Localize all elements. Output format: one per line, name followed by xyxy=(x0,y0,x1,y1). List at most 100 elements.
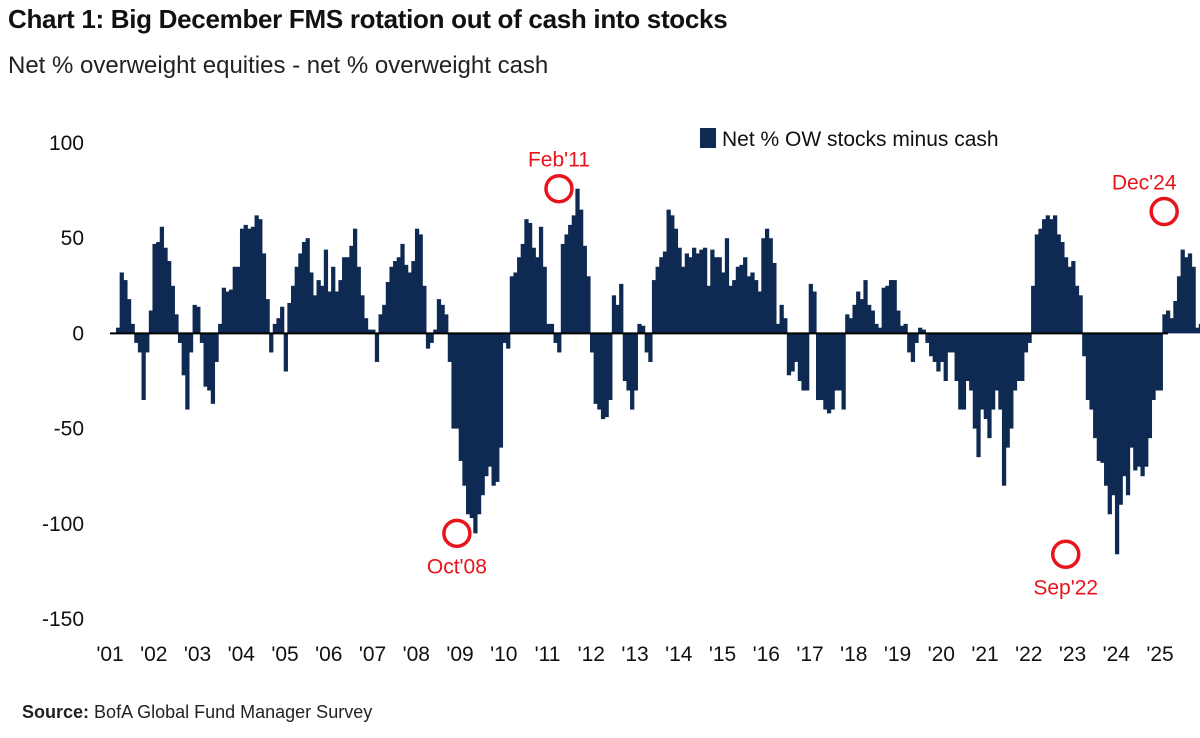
bar xyxy=(126,299,132,334)
bar xyxy=(356,266,361,334)
bar xyxy=(225,291,230,334)
bar xyxy=(907,333,912,353)
bar xyxy=(513,272,518,334)
bar xyxy=(1089,333,1094,410)
bar xyxy=(1144,333,1149,467)
bar xyxy=(429,333,434,343)
bar xyxy=(393,261,398,334)
bar xyxy=(637,323,642,334)
bar xyxy=(743,257,748,334)
bar xyxy=(229,289,234,334)
bar xyxy=(925,333,930,343)
bar xyxy=(232,266,237,334)
bar xyxy=(994,333,999,391)
bar xyxy=(746,276,751,334)
bar xyxy=(681,266,686,334)
bar xyxy=(910,333,916,362)
legend-swatch xyxy=(700,128,716,148)
bar xyxy=(648,333,653,362)
bar xyxy=(1140,333,1145,477)
bar xyxy=(269,333,274,353)
bar xyxy=(837,333,843,391)
bar xyxy=(764,228,770,334)
y-axis: 100 50 0 -50 -100 -150 xyxy=(42,132,84,631)
bar xyxy=(1056,234,1061,334)
bar xyxy=(732,280,737,334)
bar xyxy=(1191,266,1196,334)
bar xyxy=(385,281,391,334)
bar xyxy=(1133,333,1138,471)
bar xyxy=(939,333,945,362)
bar xyxy=(961,333,967,410)
bar xyxy=(159,226,164,334)
bar xyxy=(568,224,573,334)
bar xyxy=(331,266,336,334)
bar xyxy=(148,310,154,334)
bar xyxy=(848,318,854,334)
bar xyxy=(1023,333,1029,353)
bar xyxy=(137,333,143,353)
bar xyxy=(473,333,478,534)
bar xyxy=(710,249,715,334)
bar xyxy=(1184,257,1189,334)
bar xyxy=(287,302,292,334)
bar xyxy=(586,276,591,334)
bar xyxy=(177,333,183,343)
bar xyxy=(750,272,755,334)
bar xyxy=(772,262,777,334)
bar xyxy=(352,228,358,334)
bar xyxy=(582,245,587,334)
bar xyxy=(239,228,245,334)
bar xyxy=(491,333,496,486)
bar xyxy=(1001,333,1007,486)
x-tick-label: '18 xyxy=(840,643,867,666)
bar xyxy=(695,253,700,334)
bar xyxy=(466,333,471,515)
bar xyxy=(1118,333,1123,505)
x-tick-label: '22 xyxy=(1015,643,1042,666)
bar xyxy=(965,333,970,381)
x-tick-label: '07 xyxy=(359,643,386,666)
bar xyxy=(298,253,303,334)
bar xyxy=(739,264,744,334)
bar xyxy=(422,285,427,334)
bar xyxy=(604,333,609,418)
bar xyxy=(867,304,872,334)
bar xyxy=(1031,285,1036,334)
bar xyxy=(1162,314,1167,334)
bar xyxy=(141,333,146,401)
y-tick-label: 0 xyxy=(72,322,84,345)
bar xyxy=(1195,327,1200,334)
bar xyxy=(816,333,821,401)
bar xyxy=(852,304,857,334)
annotation-label: Oct'08 xyxy=(427,555,487,578)
bar xyxy=(914,333,919,343)
chart-subtitle: Net % overweight equities - net % overwe… xyxy=(8,52,549,79)
x-tick-label: '24 xyxy=(1103,643,1131,666)
bar xyxy=(702,247,708,334)
bar xyxy=(662,251,668,334)
bar xyxy=(783,318,788,334)
bar xyxy=(451,333,456,429)
bar xyxy=(1093,333,1098,439)
x-tick-label: '09 xyxy=(446,643,473,666)
bar xyxy=(630,333,635,410)
bar xyxy=(735,266,741,334)
bar xyxy=(203,333,208,387)
bar xyxy=(1027,333,1032,343)
bar xyxy=(440,304,445,334)
bar xyxy=(790,333,795,372)
bar xyxy=(1136,333,1142,467)
bar xyxy=(593,333,598,404)
bar xyxy=(433,329,438,334)
bar xyxy=(174,314,179,334)
bar xyxy=(265,299,270,334)
bar xyxy=(619,283,624,334)
bar xyxy=(261,253,267,334)
bar xyxy=(280,306,285,334)
bar xyxy=(404,264,409,334)
bar xyxy=(462,333,467,486)
bar xyxy=(207,333,212,391)
x-tick-label: '01 xyxy=(96,643,123,666)
bar xyxy=(250,226,256,334)
